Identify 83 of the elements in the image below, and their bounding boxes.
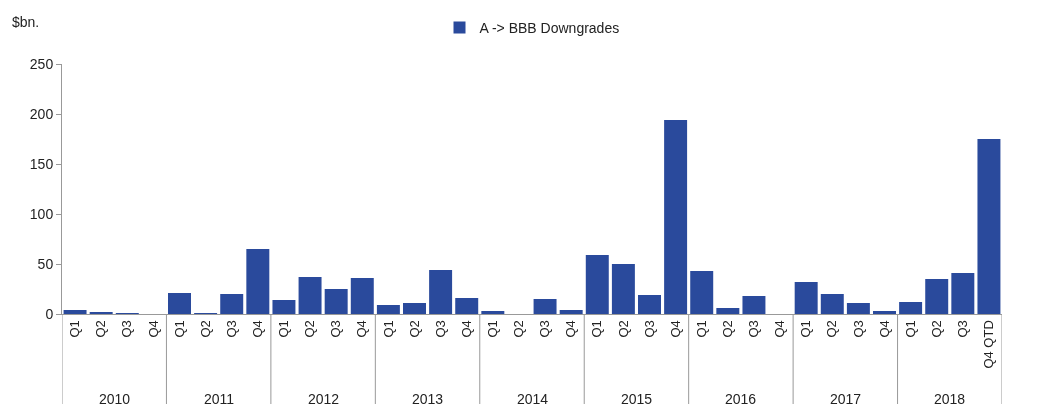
x-tick-label: Q1 xyxy=(589,320,605,338)
x-tick-label: Q2 xyxy=(615,320,631,338)
x-tick-label: Q1 xyxy=(380,320,396,338)
x-tick-label: Q2 xyxy=(511,320,527,338)
bar xyxy=(690,271,714,314)
bar xyxy=(246,249,270,314)
bar xyxy=(403,303,426,314)
x-tick-label: Q3 xyxy=(223,320,239,338)
bar xyxy=(846,303,870,314)
y-tick-label: 0 xyxy=(45,305,54,322)
text: 2018 xyxy=(934,391,966,407)
x-tick-label: Q1 xyxy=(693,320,709,338)
x-tick-label: Q4 xyxy=(667,320,683,338)
x-tick-label: Q3 xyxy=(746,320,762,338)
bar xyxy=(716,308,740,314)
y-tick-label: 250 xyxy=(29,55,54,72)
y-tick-label: 150 xyxy=(29,155,54,172)
text: 2017 xyxy=(830,391,862,407)
x-tick-label: Q2 xyxy=(197,320,213,338)
bar xyxy=(873,311,896,314)
x-tick-label: Q2 xyxy=(93,320,109,338)
bar xyxy=(820,294,844,314)
bar xyxy=(63,310,87,314)
y-tick-label: 50 xyxy=(37,255,54,272)
bar xyxy=(272,300,296,314)
bar xyxy=(794,282,818,314)
bar xyxy=(350,278,374,314)
x-tick-label: Q4 xyxy=(145,320,161,338)
bar xyxy=(168,293,191,314)
bar xyxy=(324,289,348,314)
x-tick-label: Q2 xyxy=(824,320,840,338)
x-tick-label: Q3 xyxy=(955,320,971,338)
text: 2013 xyxy=(412,391,444,407)
x-tick-label: Q3 xyxy=(850,320,866,338)
x-tick-label: Q4 xyxy=(563,320,579,338)
x-tick-label: Q3 xyxy=(432,320,448,338)
x-tick-label: Q1 xyxy=(485,320,501,338)
bar xyxy=(298,277,322,314)
x-tick-label: Q2 xyxy=(406,320,422,338)
text: 2011 xyxy=(204,391,235,407)
x-tick-label: Q1 xyxy=(798,320,814,338)
bar xyxy=(638,295,661,314)
text: 2016 xyxy=(725,391,757,407)
x-tick-label: Q1 xyxy=(276,320,292,338)
bar xyxy=(742,296,766,314)
bar xyxy=(925,279,949,314)
bar xyxy=(664,120,688,314)
x-tick-label: Q1 xyxy=(67,320,83,338)
text: 2014 xyxy=(517,391,549,407)
x-tick-label: Q2 xyxy=(928,320,944,338)
x-tick-label: Q4 xyxy=(772,320,788,338)
x-tick-label: Q2 xyxy=(720,320,736,338)
x-tick-label: Q1 xyxy=(171,320,187,338)
x-tick-label: Q3 xyxy=(641,320,657,338)
x-tick-label: Q3 xyxy=(119,320,135,338)
x-tick-label: Q4 xyxy=(876,320,892,338)
bar xyxy=(899,302,923,314)
bar xyxy=(481,311,505,314)
bar xyxy=(951,273,975,314)
text: 2010 xyxy=(99,391,131,407)
bar xyxy=(376,305,400,314)
x-tick-label: Q4 xyxy=(354,320,370,338)
x-tick-label: Q2 xyxy=(302,320,318,338)
x-tick-label: Q1 xyxy=(902,320,918,338)
x-tick-label: Q3 xyxy=(328,320,344,338)
bar xyxy=(429,270,453,314)
bar xyxy=(455,298,479,314)
bar xyxy=(977,139,1001,314)
x-tick-label: Q3 xyxy=(537,320,553,338)
y-axis-title: $bn. xyxy=(12,14,40,30)
bar xyxy=(585,255,609,314)
y-tick-label: 200 xyxy=(29,105,54,122)
x-tick-label: Q4 QTD xyxy=(981,320,997,369)
y-tick-label: 100 xyxy=(29,205,54,222)
bar xyxy=(559,310,583,314)
text: 2012 xyxy=(308,391,340,407)
x-tick-label: Q4 xyxy=(250,320,266,338)
x-tick-label: Q4 xyxy=(458,320,474,338)
text: 2015 xyxy=(621,391,653,407)
bar xyxy=(533,299,557,314)
legend-label: A -> BBB Downgrades xyxy=(479,20,620,37)
bar xyxy=(220,294,244,314)
bar xyxy=(611,264,635,314)
